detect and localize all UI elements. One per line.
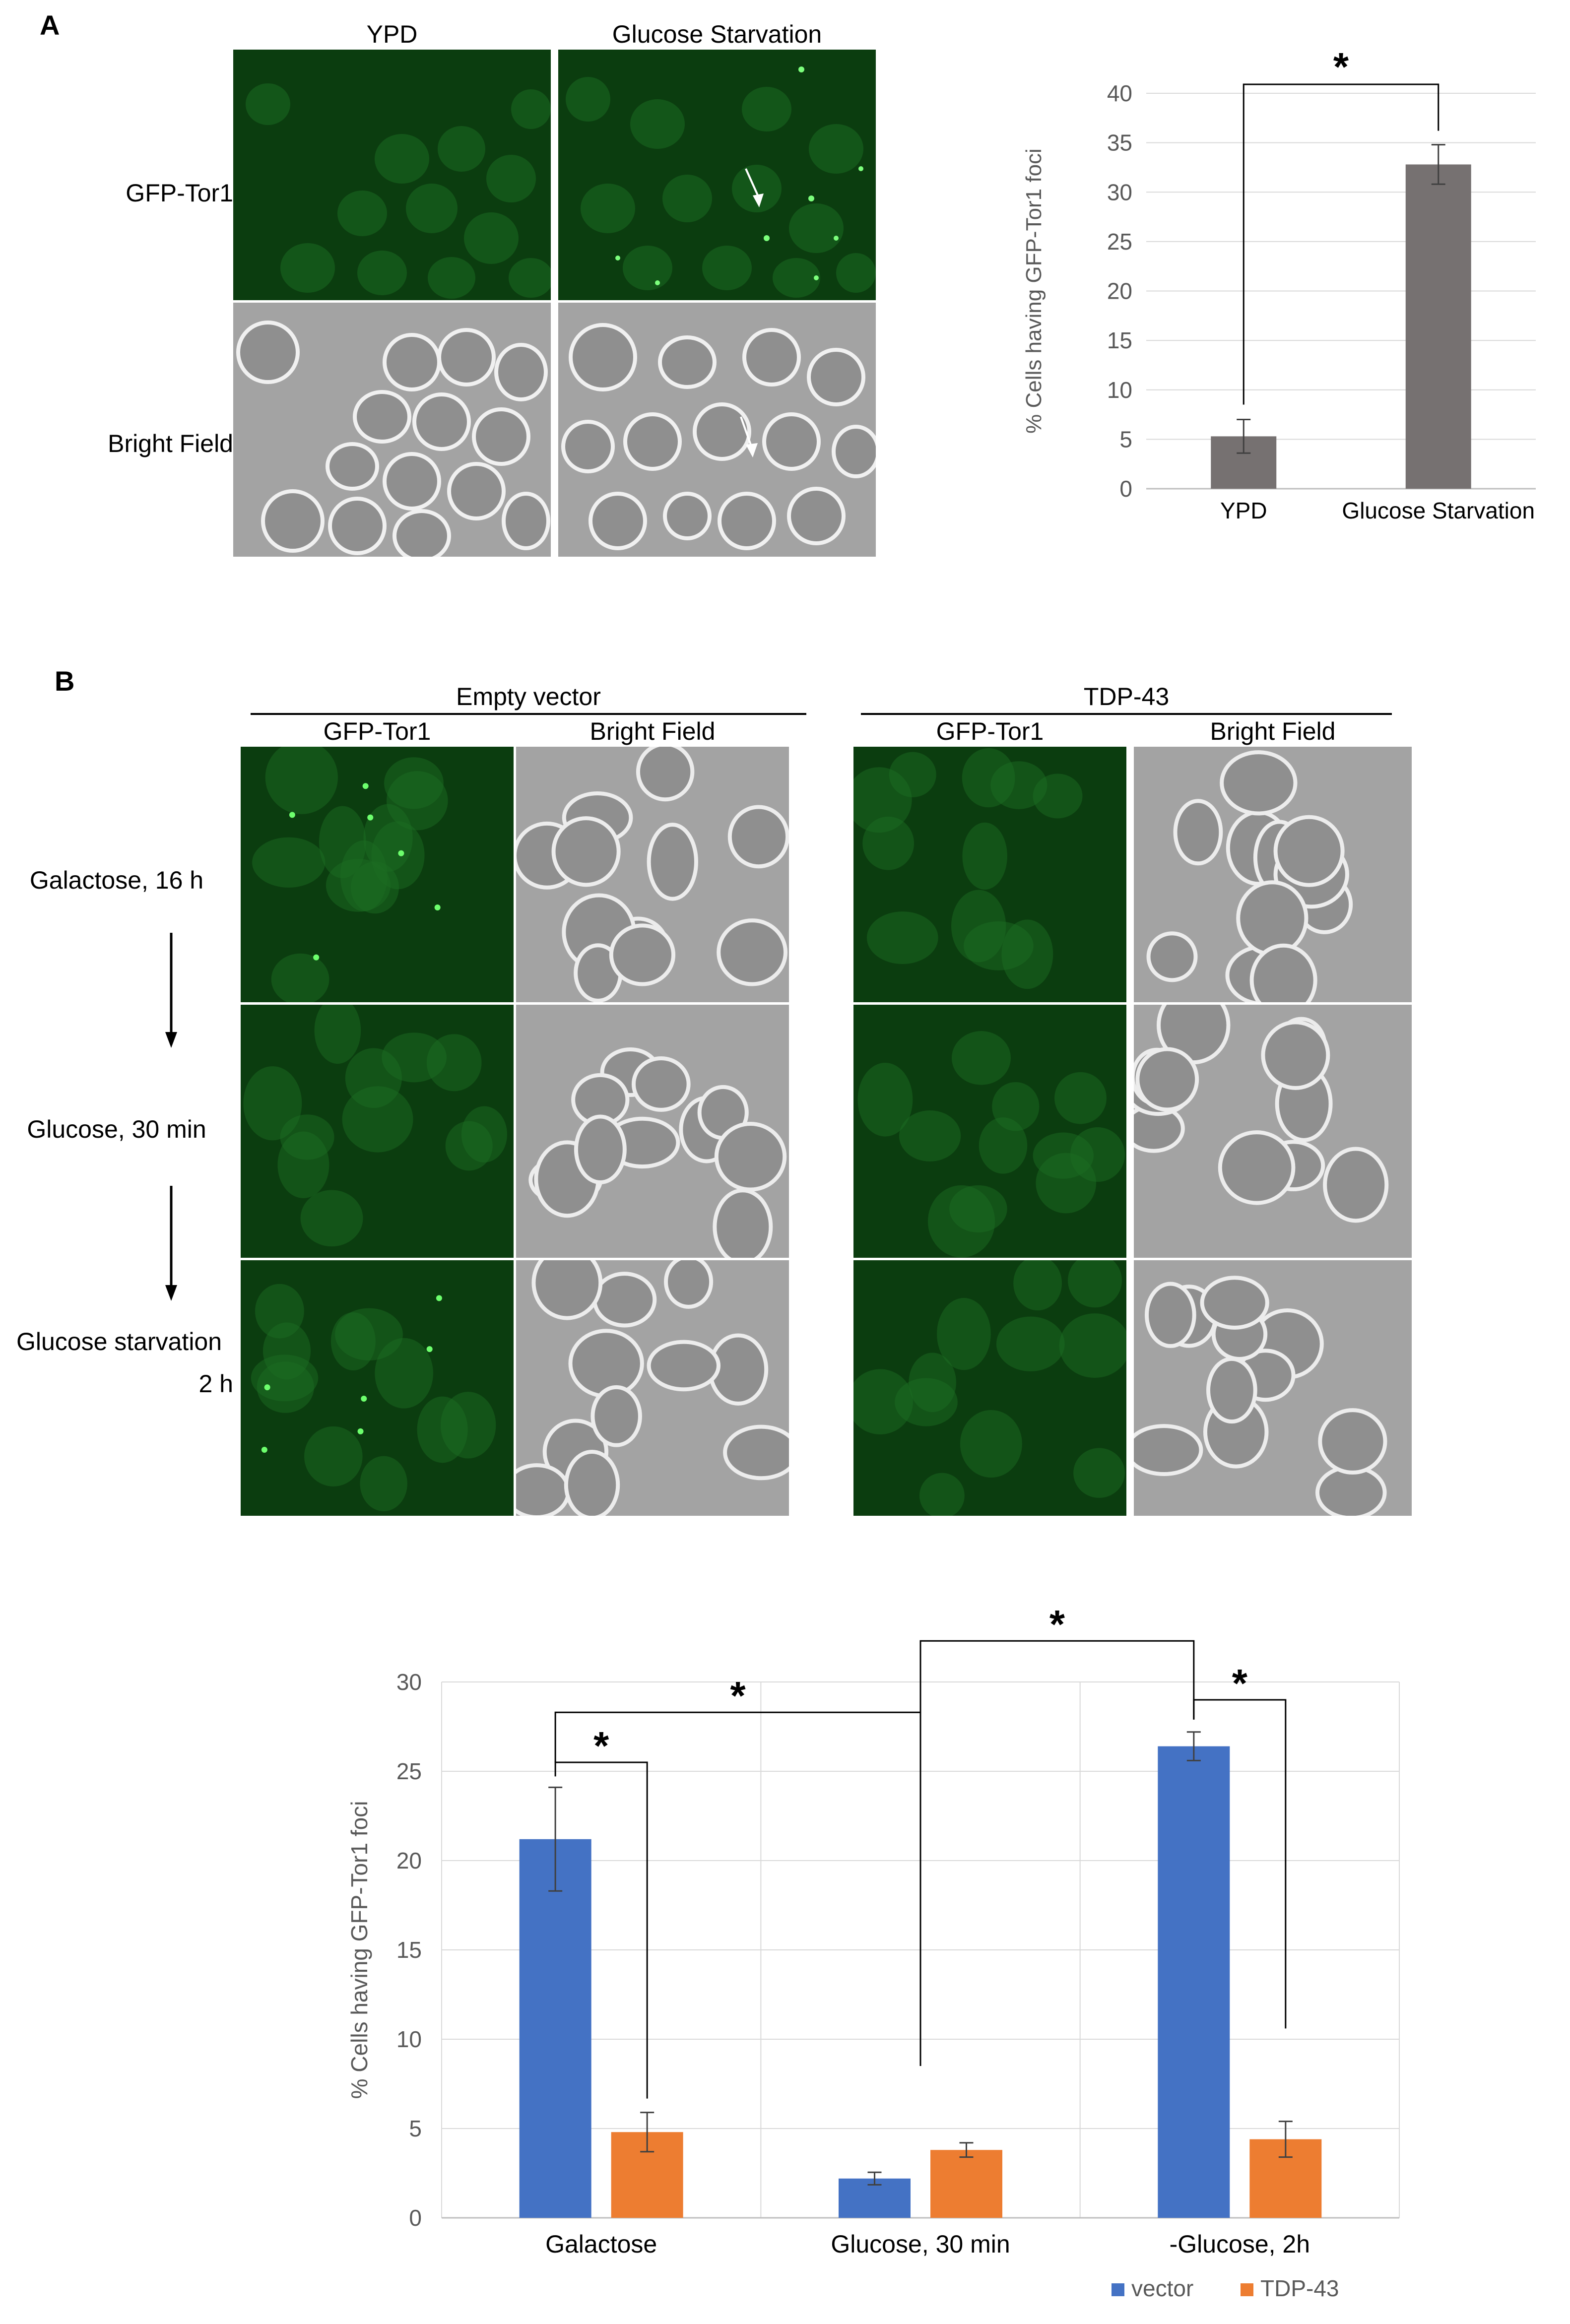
col-label-glucose-starvation: Glucose Starvation — [612, 20, 822, 48]
y-tick-label: 20 — [396, 1848, 422, 1873]
micrograph-tdp-bf-row3 — [1134, 1260, 1412, 1516]
bar-vector — [519, 1839, 591, 2218]
group-label-empty-vector: Empty vector — [456, 683, 601, 710]
legend-label: TDP-43 — [1260, 2275, 1339, 2301]
y-tick-label: 5 — [409, 2116, 422, 2141]
significance-star: * — [730, 1674, 746, 1718]
cells-fluorescence — [252, 747, 448, 1002]
y-tick-label: 10 — [1107, 377, 1132, 403]
micrograph-tdp-bf-row2 — [1134, 1005, 1412, 1258]
group-label-tdp43: TDP-43 — [1083, 683, 1170, 710]
significance-bracket — [554, 1711, 921, 2066]
y-tick-label: 5 — [1119, 426, 1132, 452]
row-label-glucose-30: Glucose, 30 min — [27, 1115, 206, 1143]
time-arrows — [165, 933, 177, 1301]
significance-star: * — [1333, 45, 1349, 89]
cells-brightfield — [561, 323, 876, 550]
x-tick-label: YPD — [1220, 498, 1267, 523]
y-axis-label: % Cells having GFP-Tor1 foci — [1022, 148, 1046, 434]
legend-label: vector — [1131, 2275, 1193, 2301]
col-label-ev-bf: Bright Field — [589, 717, 716, 745]
bar-tdp-43 — [930, 2150, 1002, 2218]
panel-b-letter: B — [55, 665, 75, 697]
micrograph-ev-gfp-row2 — [241, 1005, 514, 1258]
cells-brightfield — [1134, 1276, 1387, 1516]
cells-fluorescence — [857, 1031, 1125, 1258]
cells-fluorescence — [853, 1260, 1126, 1516]
micrograph-a-starvation-brightfield — [558, 303, 876, 557]
col-label-ypd: YPD — [366, 20, 418, 48]
micrograph-tdp-gfp-row1 — [853, 747, 1126, 1002]
significance-bracket — [1193, 1699, 1287, 2029]
group-line-empty-vector — [251, 713, 806, 715]
row-label-bright-field: Bright Field — [108, 430, 233, 457]
significance-star: * — [1049, 1602, 1065, 1646]
y-tick-label: 0 — [1119, 476, 1132, 502]
panel-a-letter: A — [40, 9, 60, 41]
micrograph-ev-bf-row3 — [516, 1260, 789, 1516]
significance-star: * — [1232, 1661, 1248, 1705]
significance-star: * — [593, 1724, 609, 1768]
cells-brightfield — [516, 747, 789, 1002]
cells-brightfield — [516, 1260, 789, 1516]
y-tick-label: 15 — [396, 1937, 422, 1963]
y-tick-label: 25 — [1107, 229, 1132, 255]
chart-a: 0 5 10 15 20 25 30 35 40 % Cells having GFP-Tor1 … — [1022, 45, 1536, 523]
x-tick-label: Glucose Starvation — [1342, 498, 1535, 523]
chart-b: 0 5 10 15 20 25 30 % Cells having GFP-Tor1 foci… — [346, 1602, 1400, 2301]
x-tick-label: Glucose, 30 min — [831, 2230, 1010, 2258]
y-tick-label: 15 — [1107, 327, 1132, 353]
micrograph-tdp-bf-row1 — [1134, 747, 1412, 1002]
cells-brightfield — [528, 1047, 787, 1258]
cells-fluorescence — [566, 66, 876, 298]
cells-brightfield — [236, 321, 550, 557]
micrograph-ev-bf-row2 — [516, 1005, 789, 1258]
cells-fluorescence — [853, 748, 1083, 989]
row-label-starvation: Glucose starvation — [16, 1328, 222, 1356]
y-tick-label: 35 — [1107, 130, 1132, 156]
micrograph-a-ypd-gfp — [233, 50, 551, 300]
micrograph-tdp-gfp-row2 — [853, 1005, 1126, 1258]
y-tick-label: 25 — [396, 1758, 422, 1784]
bar-vector — [1158, 1746, 1230, 2218]
micrograph-a-starvation-gfp — [558, 50, 876, 300]
significance-bracket — [1243, 83, 1439, 405]
y-tick-label: 10 — [396, 2026, 422, 2052]
micrograph-ev-bf-row1 — [516, 747, 789, 1002]
y-tick-label: 30 — [1107, 179, 1132, 205]
cells-fluorescence — [243, 1005, 508, 1247]
micrograph-ev-gfp-row1 — [241, 747, 514, 1002]
col-label-tdp-gfp: GFP-Tor1 — [936, 717, 1044, 745]
x-tick-label: -Glucose, 2h — [1170, 2230, 1310, 2258]
bar-glucose-starvation — [1405, 164, 1471, 489]
group-line-tdp43 — [861, 713, 1392, 715]
cells-brightfield — [1146, 750, 1353, 1002]
legend-swatch — [1112, 2283, 1124, 2296]
x-tick-label: Galactose — [545, 2230, 657, 2258]
row-label-starvation-2h: 2 h — [198, 1370, 233, 1398]
significance-bracket — [554, 1761, 648, 2099]
micrograph-a-ypd-brightfield — [233, 303, 551, 557]
legend-swatch — [1241, 2283, 1253, 2296]
micrograph-ev-gfp-row3 — [241, 1260, 514, 1516]
row-label-galactose: Galactose, 16 h — [29, 866, 204, 894]
cells-fluorescence — [251, 1284, 496, 1511]
cells-fluorescence — [246, 83, 551, 299]
micrograph-tdp-gfp-row3 — [853, 1260, 1126, 1516]
y-axis-label: % Cells having GFP-Tor1 foci — [346, 1801, 372, 2099]
col-label-tdp-bf: Bright Field — [1210, 717, 1336, 745]
y-tick-label: 0 — [409, 2205, 422, 2231]
col-label-ev-gfp: GFP-Tor1 — [323, 717, 431, 745]
y-tick-label: 40 — [1107, 80, 1132, 106]
row-label-gfp-tor1: GFP-Tor1 — [126, 179, 233, 207]
y-tick-label: 30 — [396, 1669, 422, 1695]
significance-bracket — [919, 1640, 1195, 1720]
cells-brightfield — [1134, 1005, 1389, 1223]
y-tick-label: 20 — [1107, 278, 1132, 304]
